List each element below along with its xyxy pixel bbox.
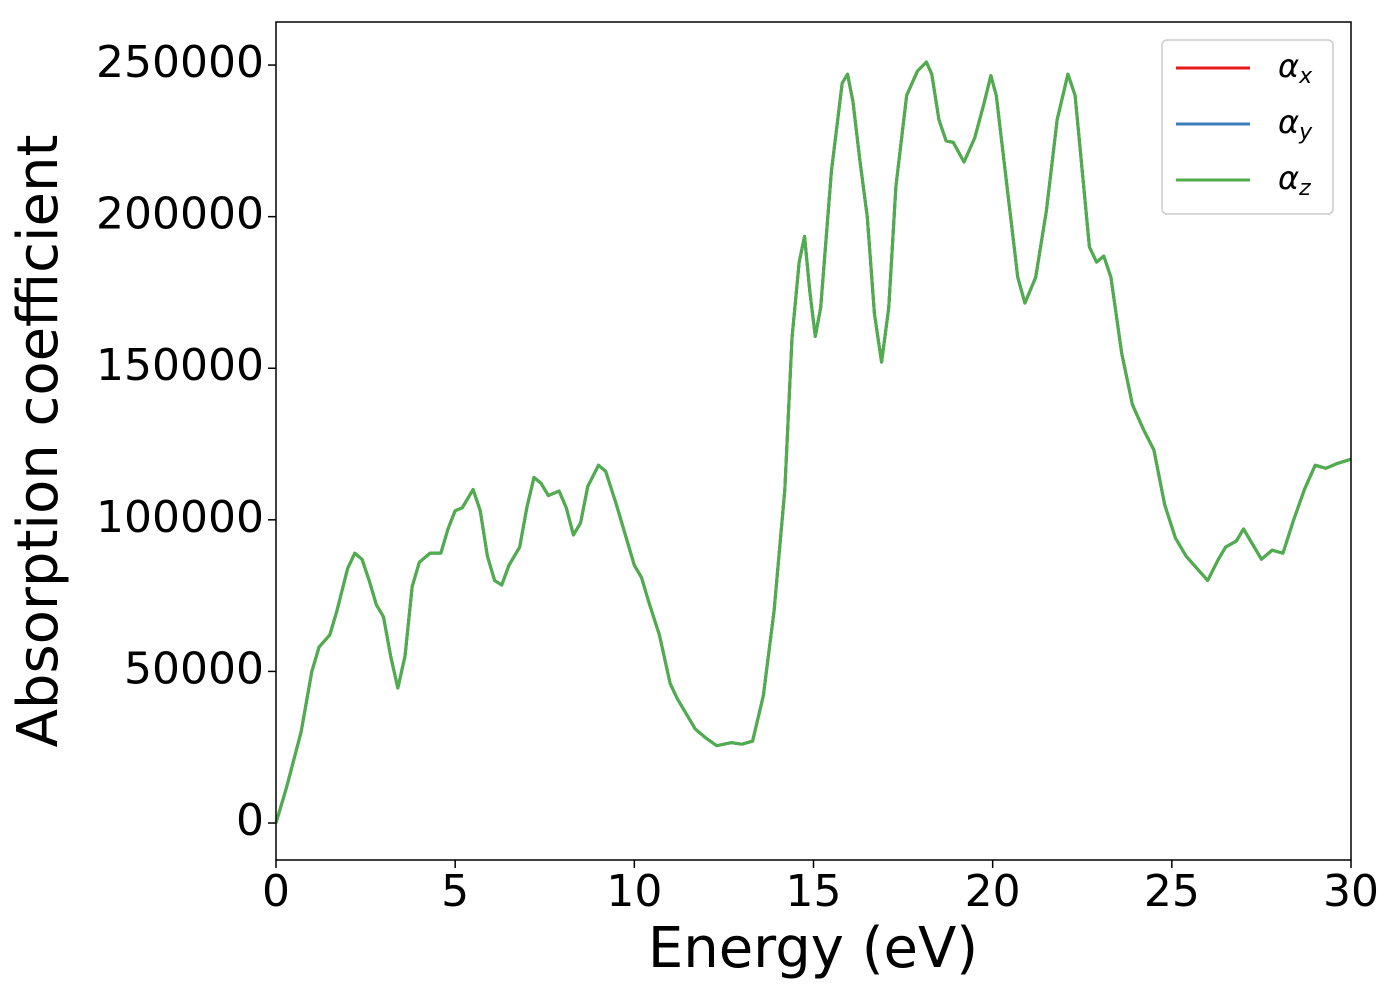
x-tick-label: 10	[606, 866, 662, 917]
legend-subscript: z	[1298, 176, 1311, 201]
legend-symbol: α	[1278, 47, 1299, 85]
x-axis-label: Energy (eV)	[648, 916, 978, 981]
legend-label: αy	[1278, 103, 1313, 145]
legend-subscript: x	[1298, 64, 1313, 89]
legend-subscript: y	[1298, 120, 1313, 145]
y-tick-label: 50000	[124, 643, 264, 694]
y-tick-label: 250000	[96, 37, 264, 88]
legend-label: αz	[1278, 159, 1311, 201]
x-tick-label: 30	[1323, 866, 1379, 917]
data-line	[274, 60, 1352, 824]
x-tick-label: 25	[1144, 866, 1200, 917]
legend-symbol: α	[1278, 103, 1299, 141]
y-tick-label: 200000	[96, 189, 264, 240]
x-tick-label: 5	[441, 866, 469, 917]
y-tick-label: 100000	[96, 492, 264, 543]
plot-frame	[275, 21, 1352, 861]
x-tick-label: 20	[965, 866, 1021, 917]
legend-symbol: α	[1278, 159, 1299, 197]
x-tick-label: 15	[786, 866, 842, 917]
y-axis-label: Absorption coefficient	[6, 135, 71, 748]
legend-box	[1161, 39, 1334, 215]
legend-label: αx	[1278, 47, 1313, 89]
y-tick-label: 150000	[96, 340, 264, 391]
x-tick-label: 0	[262, 866, 290, 917]
y-tick-label: 0	[236, 795, 264, 846]
